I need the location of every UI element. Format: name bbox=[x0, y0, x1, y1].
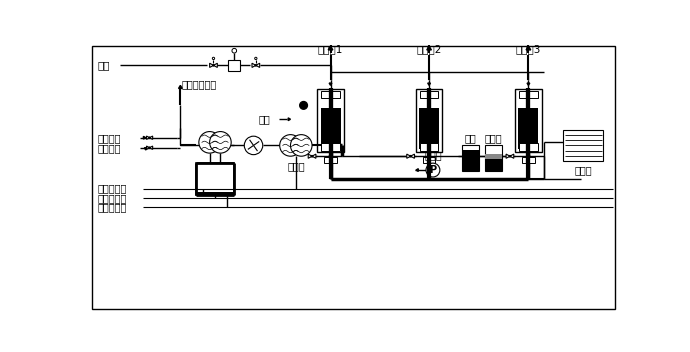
Polygon shape bbox=[506, 154, 510, 158]
Circle shape bbox=[426, 163, 440, 177]
Polygon shape bbox=[329, 154, 332, 156]
Polygon shape bbox=[428, 83, 431, 86]
Text: 事故尾气排放: 事故尾气排放 bbox=[182, 80, 217, 90]
Polygon shape bbox=[213, 63, 217, 68]
Bar bbox=[462, 150, 479, 171]
Text: 冷却水回水: 冷却水回水 bbox=[97, 202, 126, 212]
Bar bbox=[430, 108, 439, 149]
Bar bbox=[196, 163, 235, 195]
Text: 排液泵: 排液泵 bbox=[424, 150, 442, 160]
Text: 吸附器3: 吸附器3 bbox=[515, 45, 541, 55]
Circle shape bbox=[290, 135, 312, 156]
Bar bbox=[485, 154, 502, 159]
Circle shape bbox=[299, 101, 308, 109]
Polygon shape bbox=[312, 154, 316, 158]
Bar bbox=[322, 91, 339, 99]
Polygon shape bbox=[146, 136, 150, 139]
Circle shape bbox=[311, 156, 313, 157]
Text: P: P bbox=[429, 165, 437, 175]
Text: 冷却器: 冷却器 bbox=[287, 161, 305, 171]
Text: 分层槽: 分层槽 bbox=[485, 133, 502, 143]
Text: 蒸汽: 蒸汽 bbox=[97, 60, 110, 70]
Bar bbox=[317, 89, 344, 152]
Bar bbox=[321, 108, 330, 149]
Bar bbox=[485, 159, 502, 171]
Circle shape bbox=[199, 132, 220, 153]
Polygon shape bbox=[252, 63, 256, 68]
Polygon shape bbox=[328, 46, 333, 50]
Bar bbox=[416, 89, 442, 152]
Polygon shape bbox=[416, 169, 418, 171]
Text: 吸附器1: 吸附器1 bbox=[318, 45, 343, 55]
Circle shape bbox=[232, 49, 237, 53]
Circle shape bbox=[149, 147, 150, 148]
Bar bbox=[518, 108, 528, 149]
Polygon shape bbox=[527, 154, 530, 156]
Circle shape bbox=[244, 136, 263, 155]
Bar bbox=[331, 108, 341, 149]
Bar bbox=[322, 143, 339, 151]
Text: 低温尾气: 低温尾气 bbox=[97, 143, 121, 153]
Circle shape bbox=[255, 65, 257, 66]
Bar bbox=[563, 130, 603, 161]
Polygon shape bbox=[527, 83, 530, 86]
Polygon shape bbox=[256, 63, 259, 68]
Bar bbox=[420, 143, 438, 151]
Bar bbox=[529, 108, 538, 149]
Text: 空气: 空气 bbox=[259, 114, 270, 124]
Bar bbox=[324, 157, 337, 163]
Polygon shape bbox=[308, 154, 312, 158]
Polygon shape bbox=[329, 83, 332, 86]
Text: 冷却水上水: 冷却水上水 bbox=[97, 193, 126, 203]
Circle shape bbox=[279, 135, 302, 156]
Circle shape bbox=[213, 57, 215, 59]
Polygon shape bbox=[510, 154, 514, 158]
Bar bbox=[228, 60, 240, 71]
Polygon shape bbox=[146, 146, 150, 149]
Circle shape bbox=[213, 65, 214, 66]
Bar bbox=[196, 191, 235, 195]
Bar bbox=[519, 91, 538, 99]
Polygon shape bbox=[427, 46, 431, 50]
Circle shape bbox=[149, 137, 150, 138]
Bar bbox=[419, 108, 428, 149]
Bar bbox=[423, 157, 435, 163]
Polygon shape bbox=[179, 86, 182, 88]
Bar bbox=[462, 145, 479, 171]
Polygon shape bbox=[150, 146, 152, 149]
Text: 溶剂回收液: 溶剂回收液 bbox=[97, 183, 126, 194]
Polygon shape bbox=[407, 154, 411, 158]
Polygon shape bbox=[288, 118, 290, 121]
Bar bbox=[522, 157, 535, 163]
Bar bbox=[519, 143, 538, 151]
Polygon shape bbox=[144, 136, 146, 139]
Polygon shape bbox=[411, 154, 415, 158]
Bar bbox=[485, 145, 502, 171]
Text: 高温尾气: 高温尾气 bbox=[97, 133, 121, 143]
Polygon shape bbox=[428, 154, 431, 156]
Circle shape bbox=[509, 156, 511, 157]
Bar bbox=[515, 89, 542, 152]
Text: 储槽: 储槽 bbox=[465, 133, 477, 143]
Circle shape bbox=[210, 132, 231, 153]
Polygon shape bbox=[150, 136, 152, 139]
Polygon shape bbox=[526, 46, 531, 50]
Circle shape bbox=[410, 156, 411, 157]
Polygon shape bbox=[210, 63, 213, 68]
Text: 吸附器2: 吸附器2 bbox=[416, 45, 442, 55]
Circle shape bbox=[255, 57, 257, 59]
Polygon shape bbox=[144, 148, 147, 150]
Text: 冷凝器: 冷凝器 bbox=[574, 165, 592, 175]
Bar bbox=[420, 91, 438, 99]
